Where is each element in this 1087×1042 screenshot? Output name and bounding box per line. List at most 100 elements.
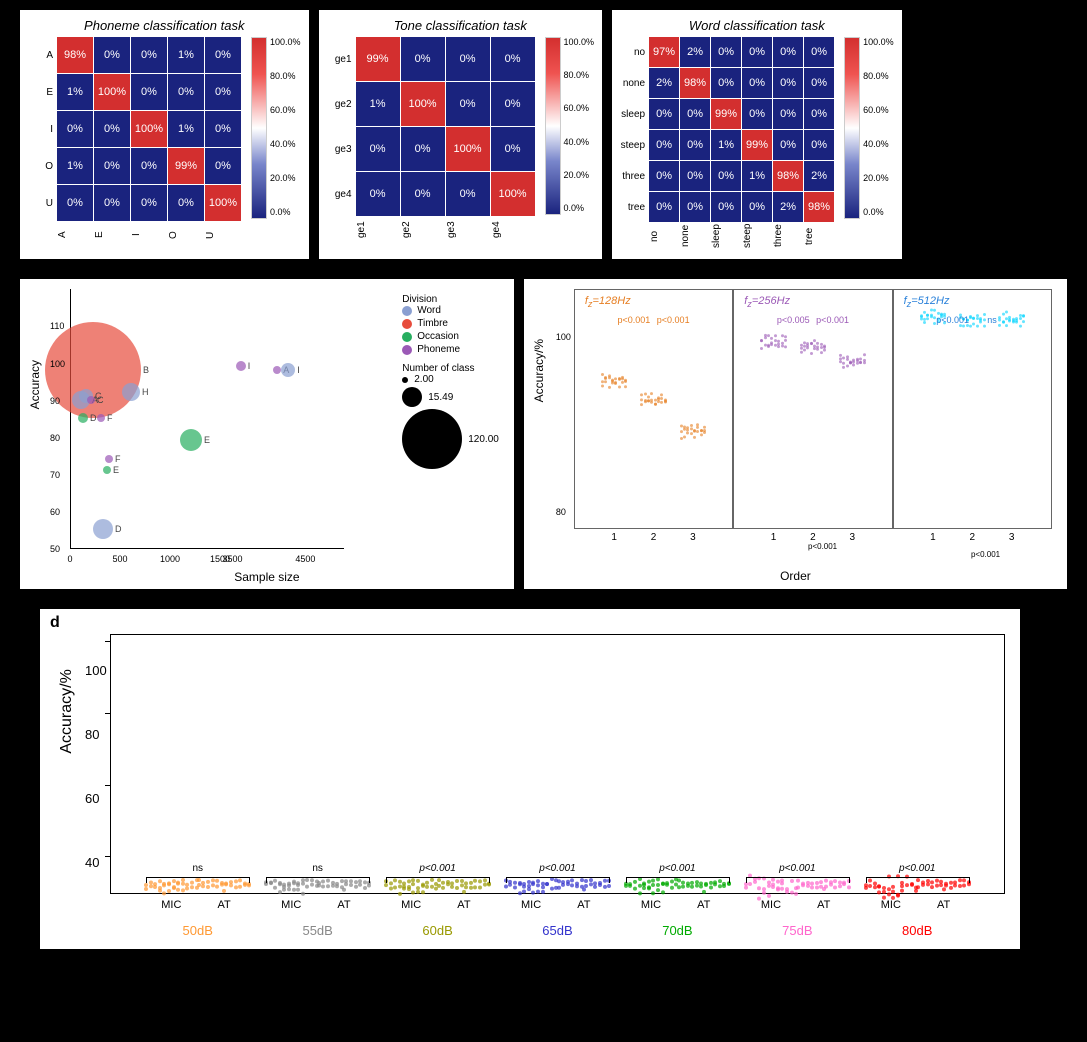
size-legend-label: 2.00 <box>414 374 433 385</box>
legend-item: Occasion <box>402 331 499 342</box>
colorbar-tick: 40.0% <box>863 139 894 149</box>
heatmap-cell: 0% <box>773 99 803 129</box>
bubble-ytick: 100 <box>50 359 65 369</box>
heatmap-cell: 0% <box>680 161 710 191</box>
heatmap-ylabel: none <box>620 68 648 98</box>
heatmap-cell: 0% <box>205 37 241 73</box>
heatmap-cell: 98% <box>57 37 93 73</box>
line-subplot-title: fz=512Hz <box>904 295 950 309</box>
heatmap-ylabel: E <box>28 74 56 110</box>
bar-ytick: 40 <box>85 855 99 870</box>
significance-label: p<0.001 <box>936 315 969 325</box>
line-ytick: 100 <box>556 332 571 342</box>
bar-xlabel-mic: MIC <box>747 899 795 911</box>
bubble-point-label: F <box>107 413 113 423</box>
line-point-cluster <box>759 337 789 347</box>
bar-xlabel-at: AT <box>440 899 488 911</box>
bubble-point-label: B <box>143 365 149 375</box>
heatmap-cell: 0% <box>205 74 241 110</box>
heatmap-cell: 1% <box>168 37 204 73</box>
heatmap-xlabel: steep <box>742 223 772 251</box>
line-xtick: 2 <box>970 532 976 543</box>
db-label: 55dB <box>258 923 378 938</box>
heatmap-cell: 100% <box>94 74 130 110</box>
heatmap-cell: 2% <box>773 192 803 222</box>
colorbar-tick: 100.0% <box>564 37 595 47</box>
bar-xlabel-mic: MIC <box>387 899 435 911</box>
colorbar-tick: 40.0% <box>564 137 595 147</box>
heatmap-cell: 0% <box>57 185 93 221</box>
legend-dot-icon <box>402 306 412 316</box>
sig-bracket-icon <box>386 877 490 883</box>
legend-item: 2.00 <box>402 374 499 385</box>
heatmap-cell: 0% <box>649 161 679 191</box>
sig-text: p<0.001 <box>498 863 618 874</box>
db-label: 50dB <box>138 923 258 938</box>
heatmap-title: Tone classification task <box>327 18 595 33</box>
bubble-point <box>103 466 111 474</box>
db-label: 80dB <box>857 923 977 938</box>
line-xtick: 2 <box>651 532 657 543</box>
heatmap-cell: 0% <box>94 185 130 221</box>
sig-text: ns <box>138 863 258 874</box>
line-plot-area: fz=128Hz123p<0.001p<0.001fz=256Hz123p<0.… <box>574 289 1052 529</box>
line-xlabel-main: Order <box>780 569 811 583</box>
heatmap-cell: 0% <box>446 82 490 126</box>
line-point-cluster <box>678 426 708 436</box>
heatmap-xlabel: ge2 <box>401 217 445 245</box>
db-label: 60dB <box>378 923 498 938</box>
bubble-ytick: 60 <box>50 507 60 517</box>
bubble-chart-panel: Accuracy Sample size BCADCFHEFEDIAI50607… <box>20 279 514 589</box>
bar-xlabel-at: AT <box>680 899 728 911</box>
heatmap-cell: 0% <box>773 37 803 67</box>
bubble-point <box>281 363 295 377</box>
heatmap-cell: 0% <box>649 99 679 129</box>
colorbar-tick: 40.0% <box>270 139 301 149</box>
colorbar-tick: 80.0% <box>564 70 595 80</box>
bubble-xtick: 0 <box>67 554 72 564</box>
heatmap-xlabel: tree <box>804 223 834 251</box>
heatmap-cell: 0% <box>711 68 741 98</box>
line-ylabel: Accuracy/% <box>532 339 546 402</box>
heatmap-cell: 0% <box>57 111 93 147</box>
cross-significance-label: p<0.001 <box>808 542 837 551</box>
heatmap-cell: 0% <box>131 185 167 221</box>
bubble-point-label: F <box>115 454 121 464</box>
heatmap-cell: 1% <box>57 74 93 110</box>
bubble-ytick: 80 <box>50 433 60 443</box>
legend-label: Phoneme <box>417 344 460 355</box>
legend-item: 15.49 <box>402 387 499 407</box>
heatmap-xlabel: ge1 <box>356 217 400 245</box>
heatmap-xlabel: A <box>57 222 93 250</box>
heatmap-cell: 98% <box>680 68 710 98</box>
bar-xlabel-at: AT <box>200 899 248 911</box>
bubble-ytick: 50 <box>50 544 60 554</box>
heatmap-cell: 0% <box>711 192 741 222</box>
heatmap-cell: 0% <box>649 130 679 160</box>
legend-label: Occasion <box>417 331 459 342</box>
line-subplot-title: fz=128Hz <box>585 295 631 309</box>
bubble-xtick: 500 <box>112 554 127 564</box>
heatmap-cell: 99% <box>742 130 772 160</box>
heatmap-cell: 0% <box>168 74 204 110</box>
bar-ytick: 60 <box>85 791 99 806</box>
heatmap-cell: 99% <box>711 99 741 129</box>
bubble-point-label: H <box>142 387 149 397</box>
line-subplot: fz=256Hz123p<0.005p<0.001 <box>733 289 892 529</box>
colorbar: 100.0%80.0%60.0%40.0%20.0%0.0% <box>844 37 894 219</box>
heatmap-ylabel: three <box>620 161 648 191</box>
heatmap-cell: 0% <box>491 127 535 171</box>
heatmap-cell: 0% <box>356 127 400 171</box>
colorbar-tick: 100.0% <box>863 37 894 47</box>
heatmap-xlabel: I <box>131 222 167 250</box>
sig-bracket-icon <box>746 877 850 883</box>
colorbar-tick: 60.0% <box>270 105 301 115</box>
heatmap-xlabel: U <box>205 222 241 250</box>
heatmap-cell: 100% <box>131 111 167 147</box>
bubble-ytick: 90 <box>50 396 60 406</box>
sig-bracket-icon <box>146 877 250 883</box>
heatmap-cell: 1% <box>356 82 400 126</box>
confusion-matrix: Phoneme classification taskA98%0%0%1%0%E… <box>20 10 309 259</box>
heatmap-cell: 0% <box>680 192 710 222</box>
line-point-cluster <box>599 376 629 386</box>
